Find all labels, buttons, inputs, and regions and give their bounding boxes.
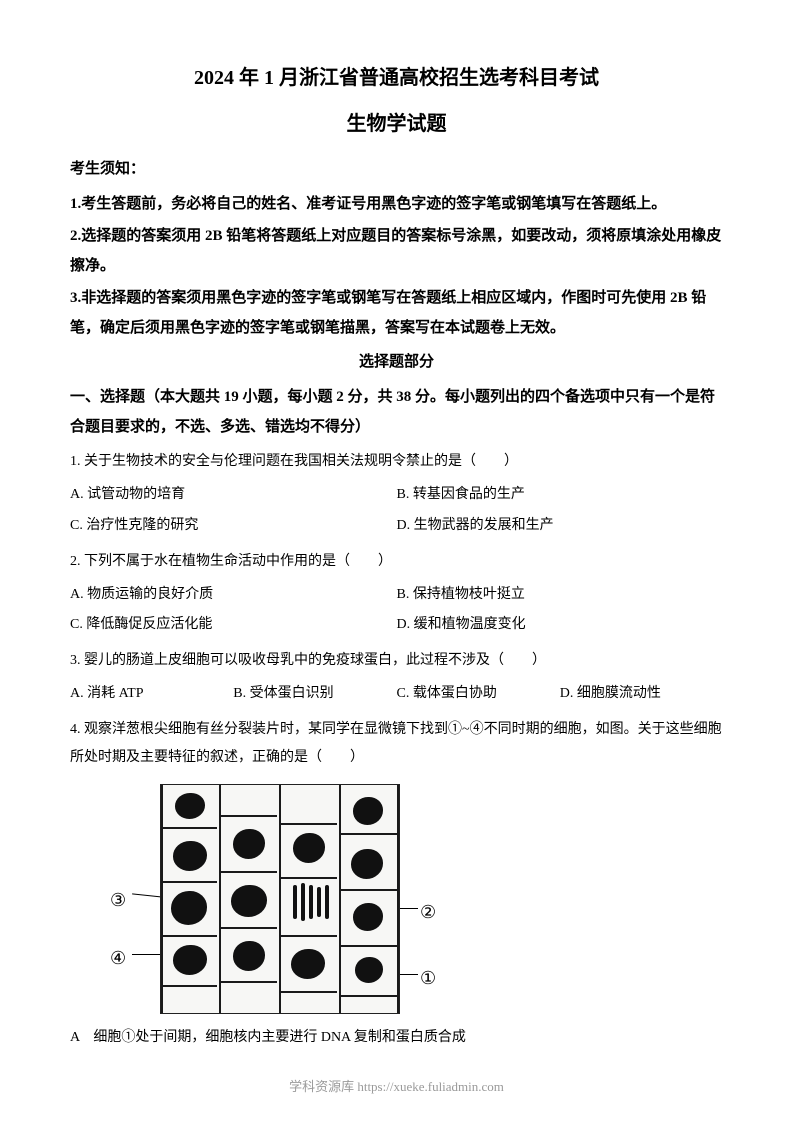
q1-opt-b: B. 转基因食品的生产 bbox=[397, 480, 724, 511]
q2-opt-d: D. 缓和植物温度变化 bbox=[397, 610, 724, 641]
q1-options: A. 试管动物的培育 B. 转基因食品的生产 C. 治疗性克隆的研究 D. 生物… bbox=[70, 480, 723, 542]
q2-stem: 2. 下列不属于水在植物生命活动中作用的是（ ） bbox=[70, 548, 723, 576]
q2-opt-c: C. 降低酶促反应活化能 bbox=[70, 610, 397, 641]
footer-text: 学科资源库 https://xueke.fuliadmin.com bbox=[0, 1075, 793, 1098]
q1-stem: 1. 关于生物技术的安全与伦理问题在我国相关法规明令禁止的是（ ） bbox=[70, 448, 723, 476]
q3-opt-b: B. 受体蛋白识别 bbox=[233, 679, 396, 710]
q2-options: A. 物质运输的良好介质 B. 保持植物枝叶挺立 C. 降低酶促反应活化能 D.… bbox=[70, 580, 723, 642]
section-desc: 一、选择题（本大题共 19 小题，每小题 2 分，共 38 分。每小题列出的四个… bbox=[70, 382, 723, 442]
section-label: 选择题部分 bbox=[70, 349, 723, 376]
micrograph-image bbox=[160, 784, 400, 1014]
notice-item-1: 1.考生答题前，务必将自己的姓名、准考证号用黑色字迹的签字笔或钢笔填写在答题纸上… bbox=[70, 189, 723, 219]
notice-head: 考生须知： bbox=[70, 156, 723, 183]
figure-label-3: ③ bbox=[110, 884, 126, 916]
q3-opt-d: D. 细胞膜流动性 bbox=[560, 679, 723, 710]
figure-label-4: ④ bbox=[110, 942, 126, 974]
figure-label-1: ① bbox=[420, 962, 436, 994]
q3-opt-a: A. 消耗 ATP bbox=[70, 679, 233, 710]
q2-opt-b: B. 保持植物枝叶挺立 bbox=[397, 580, 724, 611]
q1-opt-a: A. 试管动物的培育 bbox=[70, 480, 397, 511]
q1-opt-c: C. 治疗性克隆的研究 bbox=[70, 511, 397, 542]
q1-opt-d: D. 生物武器的发展和生产 bbox=[397, 511, 724, 542]
figure-label-2: ② bbox=[420, 896, 436, 928]
q3-opt-c: C. 载体蛋白协助 bbox=[397, 679, 560, 710]
q4-opt-a: A 细胞①处于间期，细胞核内主要进行 DNA 复制和蛋白质合成 bbox=[70, 1024, 723, 1052]
q3-options: A. 消耗 ATP B. 受体蛋白识别 C. 载体蛋白协助 D. 细胞膜流动性 bbox=[70, 679, 723, 710]
notice-item-3: 3.非选择题的答案须用黑色字迹的签字笔或钢笔写在答题纸上相应区域内，作图时可先使… bbox=[70, 283, 723, 343]
notice-item-2: 2.选择题的答案须用 2B 铅笔将答题纸上对应题目的答案标号涂黑，如要改动，须将… bbox=[70, 221, 723, 281]
sub-title: 生物学试题 bbox=[70, 106, 723, 142]
main-title: 2024 年 1 月浙江省普通高校招生选考科目考试 bbox=[70, 60, 723, 96]
q3-stem: 3. 婴儿的肠道上皮细胞可以吸收母乳中的免疫球蛋白，此过程不涉及（ ） bbox=[70, 647, 723, 675]
q4-stem: 4. 观察洋葱根尖细胞有丝分裂装片时，某同学在显微镜下找到①~④不同时期的细胞，… bbox=[70, 716, 723, 772]
q4-figure: ③ ④ ② ① bbox=[110, 784, 450, 1014]
q2-opt-a: A. 物质运输的良好介质 bbox=[70, 580, 397, 611]
